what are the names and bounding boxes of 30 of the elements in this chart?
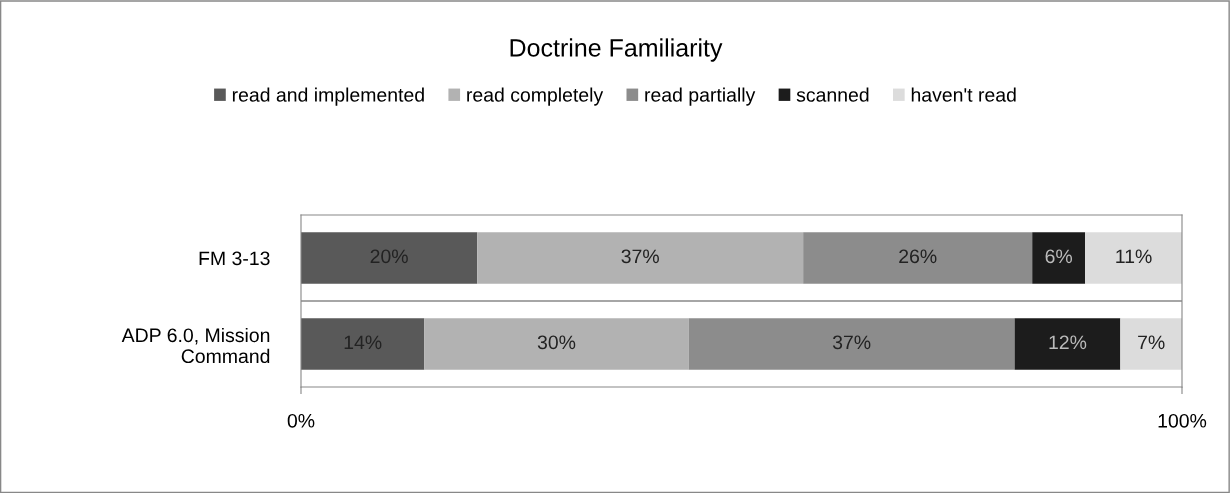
bar <box>1014 318 1121 370</box>
bar <box>1032 232 1086 284</box>
bar <box>301 232 478 284</box>
legend-label: scanned <box>796 87 869 102</box>
legend-label: haven't read <box>911 87 1016 102</box>
bar <box>803 232 1033 284</box>
x-tick-label: 0% <box>287 413 315 428</box>
y-tick-label: ADP 6.0, Mission Command <box>121 327 270 364</box>
bar <box>1085 232 1182 284</box>
x-tick-label: 100% <box>1158 413 1207 428</box>
bar <box>424 318 689 370</box>
bar <box>477 232 804 284</box>
text: 12% <box>1049 335 1087 350</box>
text: 11% <box>1116 249 1152 264</box>
bar <box>688 318 1015 370</box>
legend-label: read partially <box>645 87 756 106</box>
text: 7% <box>1138 335 1165 350</box>
y-tick-label: FM 3-13 <box>199 251 270 266</box>
chart-title: Doctrine Familiarity <box>510 38 723 62</box>
legend-label: read and implemented <box>232 87 424 106</box>
text: 14% <box>344 335 382 350</box>
text: 37% <box>621 249 659 264</box>
text: 37% <box>832 335 871 350</box>
bar <box>1120 318 1182 370</box>
text: 6% <box>1045 249 1073 264</box>
text: 20% <box>370 249 408 264</box>
bar <box>301 318 425 370</box>
text: 26% <box>899 249 937 264</box>
legend-label: read completely <box>467 87 604 106</box>
text: 30% <box>537 335 576 350</box>
